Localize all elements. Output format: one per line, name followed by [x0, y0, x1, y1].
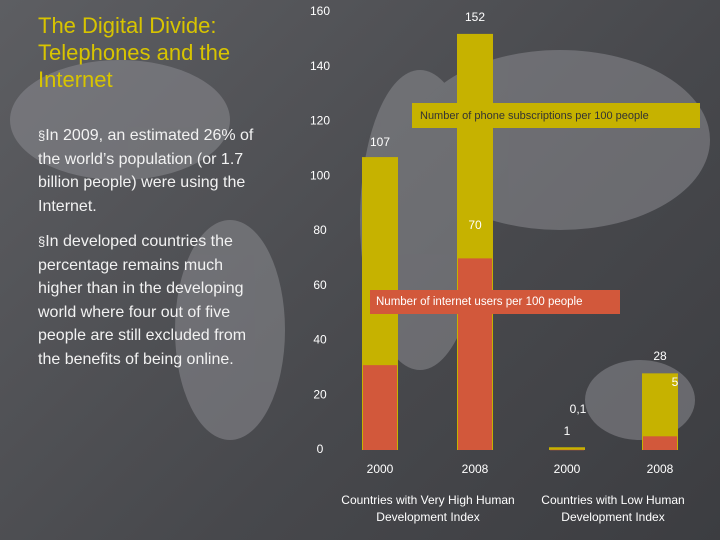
- data-label: 5: [672, 375, 679, 389]
- x-tick-label: 2008: [462, 462, 489, 476]
- data-label: 107: [370, 135, 390, 149]
- x-tick-label: 2000: [554, 462, 581, 476]
- x-tick-label: 2008: [647, 462, 674, 476]
- y-tick-label: 100: [310, 168, 330, 182]
- y-tick-label: 140: [310, 59, 330, 73]
- bullet: In 2009, an estimated 26% of the world’s…: [38, 124, 266, 218]
- group-label: Countries with Low Human Development Ind…: [541, 493, 685, 524]
- slide-title: The Digital Divide: Telephones and the I…: [38, 13, 231, 92]
- data-label: 152: [465, 10, 485, 24]
- y-tick-label: 120: [310, 114, 330, 128]
- bar: [363, 365, 397, 450]
- annotation-box: [412, 103, 700, 128]
- bullet-text: In developed countries the percentage re…: [38, 233, 247, 368]
- y-tick-label: 160: [310, 4, 330, 18]
- bar: [549, 447, 585, 450]
- bullet-list: In 2009, an estimated 26% of the world’s…: [38, 124, 266, 383]
- y-tick-label: 0: [317, 442, 324, 456]
- y-tick-label: 80: [313, 223, 327, 237]
- data-label: 28: [653, 349, 667, 363]
- annotation-box: [370, 290, 620, 314]
- bar: [458, 258, 492, 450]
- data-label: 70: [468, 218, 482, 232]
- bullet-text: In 2009, an estimated 26% of the world’s…: [38, 127, 254, 215]
- bar: [643, 436, 677, 450]
- data-label: 1: [564, 424, 571, 438]
- y-tick-label: 40: [313, 333, 327, 347]
- bullet: In developed countries the percentage re…: [38, 230, 266, 371]
- x-tick-label: 2000: [367, 462, 394, 476]
- y-tick-label: 20: [313, 387, 327, 401]
- y-tick-label: 60: [313, 278, 327, 292]
- data-label: 0,1: [570, 402, 587, 416]
- series-label: Number of phone subscriptions per 100 pe…: [420, 110, 649, 122]
- group-label: Countries with Very High Human Developme…: [341, 493, 515, 524]
- bar: [550, 449, 584, 451]
- series-label: Number of internet users per 100 people: [376, 296, 582, 308]
